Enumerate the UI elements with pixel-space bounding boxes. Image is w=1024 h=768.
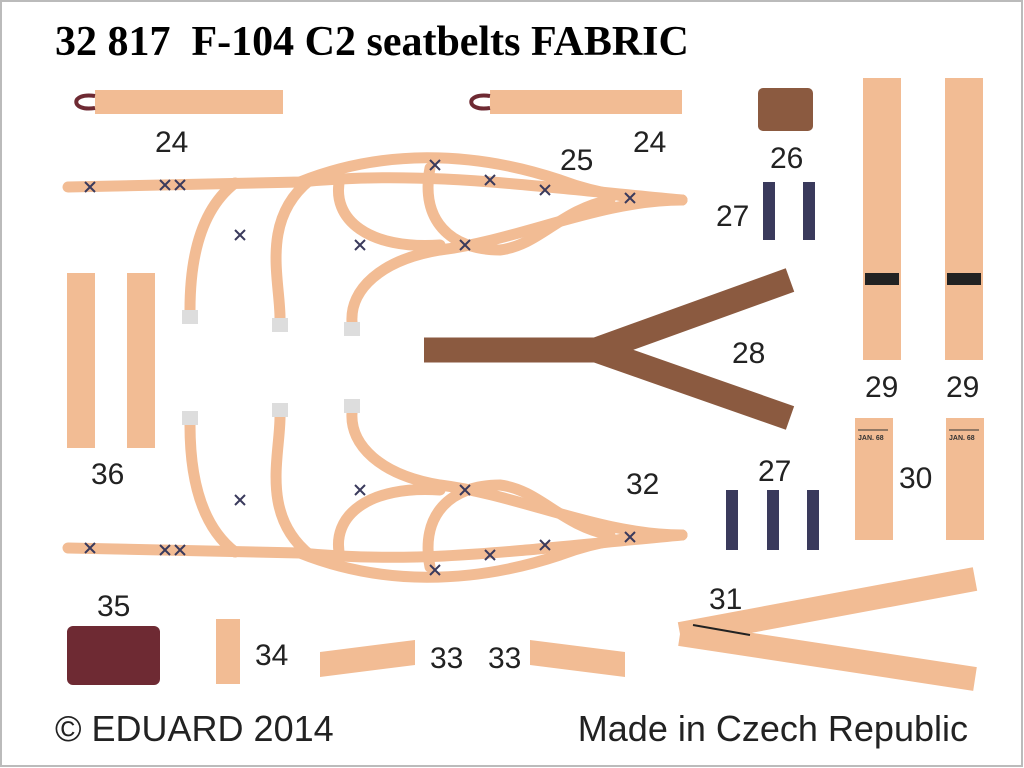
part-label: 29 — [865, 371, 898, 404]
part-label: 30 — [899, 462, 932, 495]
part-28 — [424, 268, 795, 430]
part-29 — [863, 78, 983, 360]
part-label: 36 — [91, 458, 124, 491]
part-label: 24 — [633, 126, 666, 159]
part-34 — [216, 619, 240, 684]
part-label: 31 — [709, 583, 742, 616]
part-label: 28 — [732, 337, 765, 370]
part-31 — [677, 567, 978, 691]
origin: Made in Czech Republic — [578, 708, 968, 749]
part-30 — [855, 418, 984, 540]
stamp: JAN. 68 — [858, 435, 884, 442]
part-label: 27 — [758, 455, 791, 488]
part-label: 29 — [946, 371, 979, 404]
part-label: 33 — [430, 642, 463, 675]
part-label: 24 — [155, 126, 188, 159]
part-27 — [726, 182, 819, 550]
part-36 — [67, 273, 155, 448]
stamp: JAN. 68 — [949, 435, 975, 442]
part-label: 32 — [626, 468, 659, 501]
harness — [62, 152, 688, 336]
part-label: 27 — [716, 200, 749, 233]
part-26 — [758, 88, 813, 131]
part-label: 26 — [770, 142, 803, 175]
copyright: © EDUARD 2014 — [55, 708, 334, 749]
part-label: 33 — [488, 642, 521, 675]
part-33 — [320, 640, 625, 677]
part-35 — [67, 626, 160, 685]
strap-24 — [74, 90, 682, 114]
part-label: 25 — [560, 144, 593, 177]
part-label: 35 — [97, 590, 130, 623]
part-labels: 24 24 25 26 27 28 29 29 36 27 32 30 31 3… — [91, 126, 979, 675]
title: 32 817 F-104 C2 seatbelts FABRIC — [55, 19, 689, 65]
part-label: 34 — [255, 639, 288, 672]
